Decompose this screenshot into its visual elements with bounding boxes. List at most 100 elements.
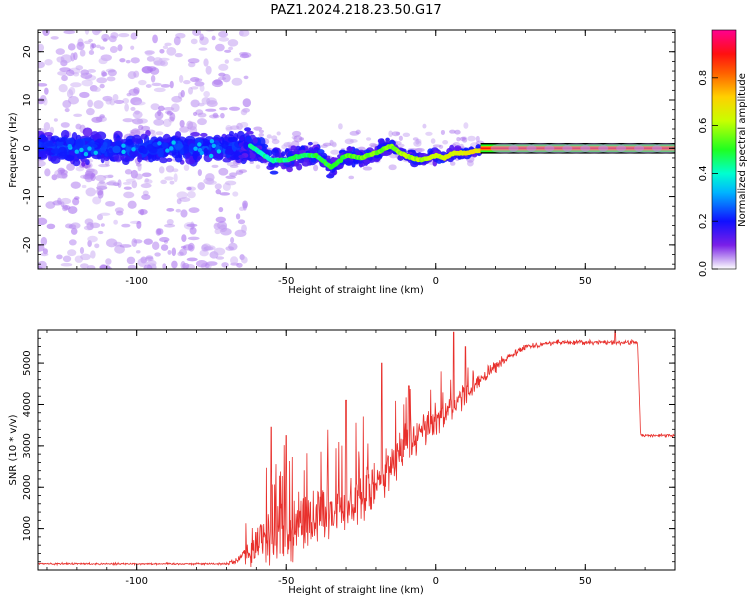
spectrogram-x-ticks: -100 -50 0 50 xyxy=(46,30,676,287)
spectrogram-speckle xyxy=(228,46,234,51)
spectrogram-core-cell xyxy=(82,127,93,137)
spectrogram-speckle xyxy=(188,207,200,213)
spectrogram-speckle xyxy=(330,149,340,155)
spectrogram-bright-cell xyxy=(157,141,162,146)
spectrogram-speckle xyxy=(114,99,124,105)
snr-frame xyxy=(37,329,676,571)
snr-y-label: SNR (10 * v/v) xyxy=(8,414,19,485)
spectrogram-speckle xyxy=(238,169,248,173)
spectrogram-core-cell xyxy=(126,139,134,146)
snr-y-ticks: 1000 2000 3000 4000 5000 xyxy=(22,329,675,563)
spectrogram-core-cell xyxy=(65,137,75,146)
spectrogram-speckle xyxy=(70,227,78,235)
spectrogram-speckle xyxy=(133,70,140,78)
spectrogram-band-cell xyxy=(385,137,390,142)
spectrogram-bright-cell xyxy=(169,146,174,151)
spectrogram-speckle xyxy=(230,256,239,265)
spectrogram-core-cell xyxy=(44,132,53,137)
colorbar-tick-label: 0.4 xyxy=(698,165,709,181)
spectrogram-speckle xyxy=(188,86,194,95)
spectrogram-speckle xyxy=(239,121,249,128)
y-tick-label: -20 xyxy=(22,237,33,253)
spectrogram-core-cell xyxy=(56,137,66,142)
spectrogram-speckle xyxy=(99,114,105,119)
spectrogram-band-cell xyxy=(368,156,373,161)
spectrogram-speckle xyxy=(108,180,117,186)
spectrogram-band-cell xyxy=(290,145,297,151)
spectrogram-speckle xyxy=(84,218,94,226)
spectrogram-speckle xyxy=(38,83,48,87)
spectrogram-speckle xyxy=(87,99,94,108)
spectrogram-speckle xyxy=(94,30,103,34)
spectrogram-speckle xyxy=(198,47,208,51)
spectrogram-speckle xyxy=(190,38,198,45)
spectrogram-speckle xyxy=(83,40,92,45)
spectrogram-speckle xyxy=(90,250,96,259)
spectrogram-speckle xyxy=(93,100,104,109)
spectrogram-core-cell xyxy=(107,147,114,158)
spectrogram-speckle xyxy=(201,97,211,105)
spectrogram-speckle xyxy=(211,35,216,41)
spectrogram-speckle xyxy=(187,190,196,199)
spectrogram-speckle xyxy=(60,262,73,267)
spectrogram-speckle xyxy=(173,173,178,183)
spectrogram-speckle xyxy=(73,72,80,77)
spectrogram-speckle xyxy=(467,135,476,142)
spectrogram-speckle xyxy=(365,137,372,141)
spectrogram-speckle xyxy=(66,163,75,171)
spectrogram-core-cell xyxy=(175,131,182,139)
spectrogram-speckle xyxy=(150,103,160,111)
spectrogram-speckle xyxy=(454,129,461,135)
spectrogram-speckle xyxy=(96,77,108,84)
spectrogram-speckle xyxy=(79,49,86,57)
spectrogram-speckle xyxy=(241,256,248,264)
steady-band-haze xyxy=(652,143,675,154)
colorbar-gradient xyxy=(711,29,737,270)
spectrogram-speckle xyxy=(220,112,225,119)
spectrogram-speckle xyxy=(348,175,355,180)
y-tick-label: 3000 xyxy=(22,433,33,458)
spectrogram-band-cell xyxy=(281,151,286,157)
spectrogram-speckle xyxy=(119,244,132,248)
spectrogram-speckle xyxy=(162,45,169,50)
spectrogram-speckle xyxy=(86,108,95,116)
spectrogram-speckle xyxy=(450,161,456,166)
spectrogram-speckle xyxy=(182,262,190,269)
spectrogram-speckle xyxy=(123,186,132,190)
spectrogram-speckle xyxy=(109,46,118,53)
spectrogram-speckle xyxy=(67,96,80,105)
spectrogram-speckle xyxy=(38,243,45,252)
spectrogram-speckle xyxy=(398,135,403,141)
spectrogram-speckle xyxy=(38,43,45,52)
spectrogram-speckle xyxy=(195,260,208,268)
spectrogram-speckle xyxy=(197,169,202,177)
spectrogram-speckle xyxy=(85,187,97,197)
y-tick-label: 2000 xyxy=(22,475,33,500)
spectrogram-band-cell xyxy=(273,161,280,168)
spectrogram-core-cell xyxy=(173,143,184,149)
y-tick-label: 4000 xyxy=(22,392,33,417)
spectrogram-band-cell xyxy=(286,166,293,173)
spectrogram-steady-band xyxy=(480,142,675,154)
spectrogram-speckle xyxy=(40,252,49,257)
spectrogram-speckle xyxy=(38,217,48,226)
spectrogram-speckle xyxy=(63,30,76,35)
snr-x-ticks: -100 -50 0 50 xyxy=(46,330,676,587)
spectrogram-bright-cell xyxy=(79,147,84,153)
spectrogram-core-cell xyxy=(100,145,106,154)
spectrogram-speckle xyxy=(62,255,72,263)
spectrogram-speckle xyxy=(461,137,468,143)
x-tick-label: 0 xyxy=(433,276,439,287)
spectrogram-speckle xyxy=(107,69,117,77)
spectrogram-speckle xyxy=(291,130,302,137)
spectrogram-speckle xyxy=(141,172,152,177)
spectrogram-speckle xyxy=(229,164,239,168)
spectrogram-speckle xyxy=(224,49,232,53)
spectrogram-x-label: Height of straight line (km) xyxy=(288,285,424,296)
spectrogram-bright-cell xyxy=(67,144,72,149)
spectrogram-speckle xyxy=(240,109,248,116)
x-tick-label: -50 xyxy=(278,276,294,287)
spectrogram-speckle xyxy=(145,84,152,89)
